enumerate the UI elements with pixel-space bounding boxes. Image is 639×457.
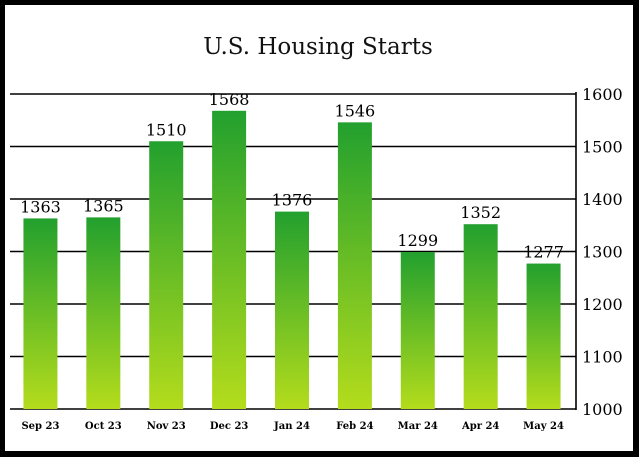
y-tick-label: 1500	[582, 138, 623, 157]
x-tick-label: Apr 24	[461, 421, 499, 432]
x-tick-label: Dec 23	[210, 421, 249, 432]
x-tick-label: Nov 23	[147, 421, 186, 432]
x-tick-label: Sep 23	[21, 421, 59, 432]
y-tick-label: 1200	[582, 295, 623, 314]
bar	[212, 110, 247, 410]
bar	[400, 252, 435, 409]
bar-value-label: 1546	[335, 101, 376, 120]
bar-value-label: 1376	[272, 191, 313, 210]
x-tick-label: May 24	[523, 421, 564, 432]
bar	[149, 141, 184, 409]
y-tick-label: 1400	[582, 190, 623, 209]
chart-title: U.S. Housing Starts	[203, 34, 433, 60]
x-tick-label: Oct 23	[85, 421, 122, 432]
y-tick-label: 1000	[582, 400, 623, 419]
x-tick-label: Mar 24	[398, 421, 438, 432]
bar	[86, 217, 121, 409]
bar-value-label: 1299	[397, 231, 438, 250]
y-tick-label: 1600	[582, 85, 623, 104]
x-tick-label: Jan 24	[273, 421, 310, 432]
x-tick-label: Feb 24	[336, 421, 373, 432]
bar-value-label: 1365	[83, 196, 124, 215]
bar-value-label: 1568	[209, 90, 250, 109]
bars	[23, 110, 561, 410]
x-axis: Sep 23 Oct 23 Nov 23 Dec 23 Jan 24 Feb 24 Mar …	[21, 421, 564, 432]
bar-value-label: 1363	[20, 197, 61, 216]
value-labels: 1363 1365 1510 1568 1376 1546 1299 1352 1277	[20, 90, 564, 262]
bar-value-label: 1277	[523, 243, 564, 262]
bar	[23, 218, 58, 409]
bar	[526, 263, 561, 409]
bar	[463, 224, 498, 409]
y-tick-label: 1300	[582, 243, 623, 262]
y-axis: 1000 1100 1200 1300 1400 1500 1600	[575, 85, 623, 419]
bar-value-label: 1510	[146, 120, 187, 139]
bar	[275, 211, 309, 409]
y-tick-label: 1100	[582, 348, 623, 367]
bar	[337, 122, 372, 409]
bar-value-label: 1352	[460, 203, 501, 222]
